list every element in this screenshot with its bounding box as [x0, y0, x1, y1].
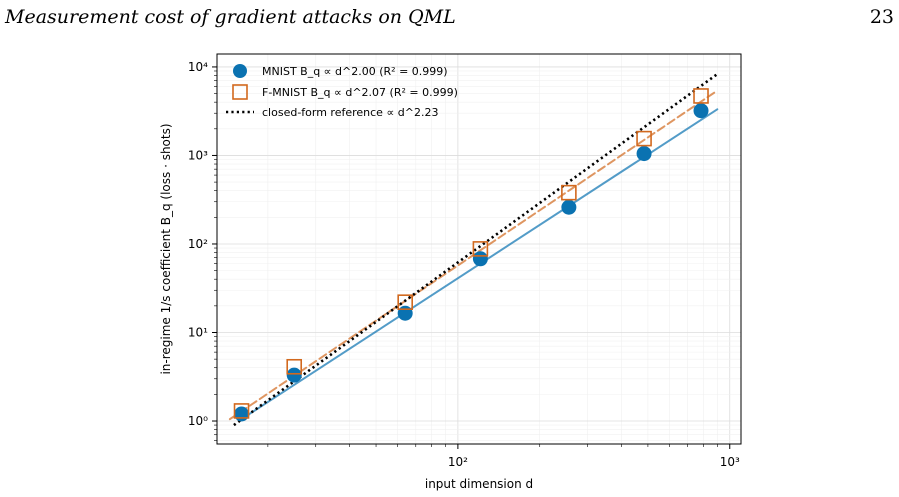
data-markers: [233, 88, 709, 422]
fmnist-point: [397, 294, 413, 310]
x-tick-label: 10²: [448, 455, 468, 469]
y-tick-label: 10¹: [188, 325, 208, 339]
fmnist-point: [286, 358, 303, 375]
y-tick-label: 10⁴: [188, 60, 208, 74]
legend-mnist-marker: [233, 64, 247, 78]
y-tick-label: 10²: [188, 237, 208, 251]
plot-frame: [216, 53, 742, 445]
mnist-point: [561, 199, 577, 215]
mnist-point: [234, 406, 250, 422]
fmnist-point: [636, 130, 652, 147]
legend: MNIST B_q ∝ d^2.00 (R² = 0.999) F-MNIST B…: [226, 64, 458, 119]
fmnist-point: [693, 88, 709, 104]
y-tick-label: 10³: [188, 148, 208, 162]
running-title: Measurement cost of gradient attacks on …: [5, 6, 456, 28]
mnist-point: [472, 251, 488, 267]
legend-label-2: closed-form reference ∝ d^2.23: [262, 106, 439, 119]
mnist-point: [286, 367, 302, 383]
legend-fmnist-marker: [232, 84, 248, 100]
axis-ticks: 10² 10³ 10⁰ 10¹ 10² 10³ 10⁴: [188, 60, 740, 469]
page-number: 23: [869, 6, 894, 28]
running-head: Measurement cost of gradient attacks on …: [0, 0, 899, 40]
legend-label-0: MNIST B_q ∝ d^2.00 (R² = 0.999): [262, 65, 448, 78]
fmnist-point: [233, 403, 250, 419]
mnist-point: [693, 103, 709, 119]
fmnist-point: [472, 241, 489, 257]
fit-line-2: [233, 73, 719, 427]
mnist-point: [636, 146, 652, 162]
x-axis-label: input dimension d: [425, 477, 533, 491]
axis-labels: input dimension d in-regime 1/s coefficie…: [159, 123, 533, 491]
fmnist-point: [561, 184, 577, 201]
y-axis-label: in-regime 1/s coefficient B_q (loss · sh…: [159, 123, 173, 374]
y-tick-label: 10⁰: [188, 414, 208, 428]
grid-lines: [217, 54, 741, 444]
legend-label-1: F-MNIST B_q ∝ d^2.07 (R² = 0.999): [262, 86, 458, 99]
mnist-point: [397, 305, 413, 321]
x-tick-label: 10³: [720, 455, 740, 469]
